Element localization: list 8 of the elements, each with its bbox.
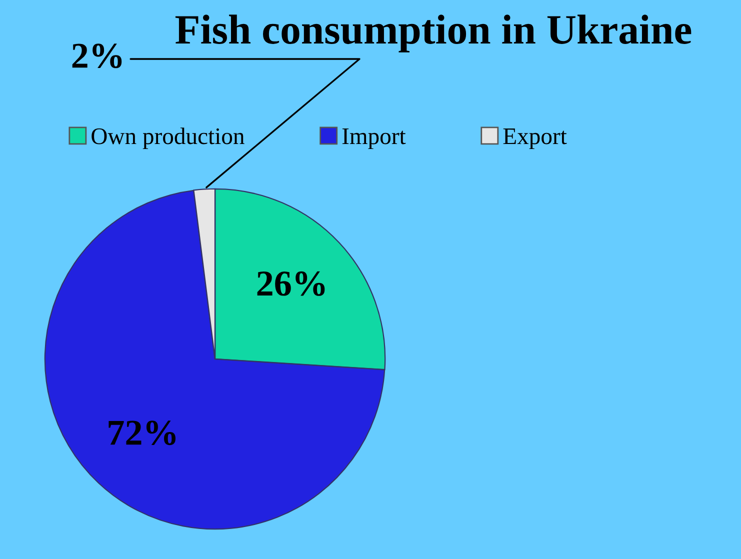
chart-title: Fish consumption in Ukraine: [175, 14, 692, 52]
data-label: 26%: [257, 271, 325, 296]
legend-label: Import: [342, 128, 406, 150]
legend-label: Own production: [92, 128, 244, 150]
data-label: 72%: [108, 420, 176, 446]
pie-slice: [44, 190, 386, 530]
legend-label: Export: [503, 128, 567, 150]
data-label: 2%: [72, 44, 122, 68]
